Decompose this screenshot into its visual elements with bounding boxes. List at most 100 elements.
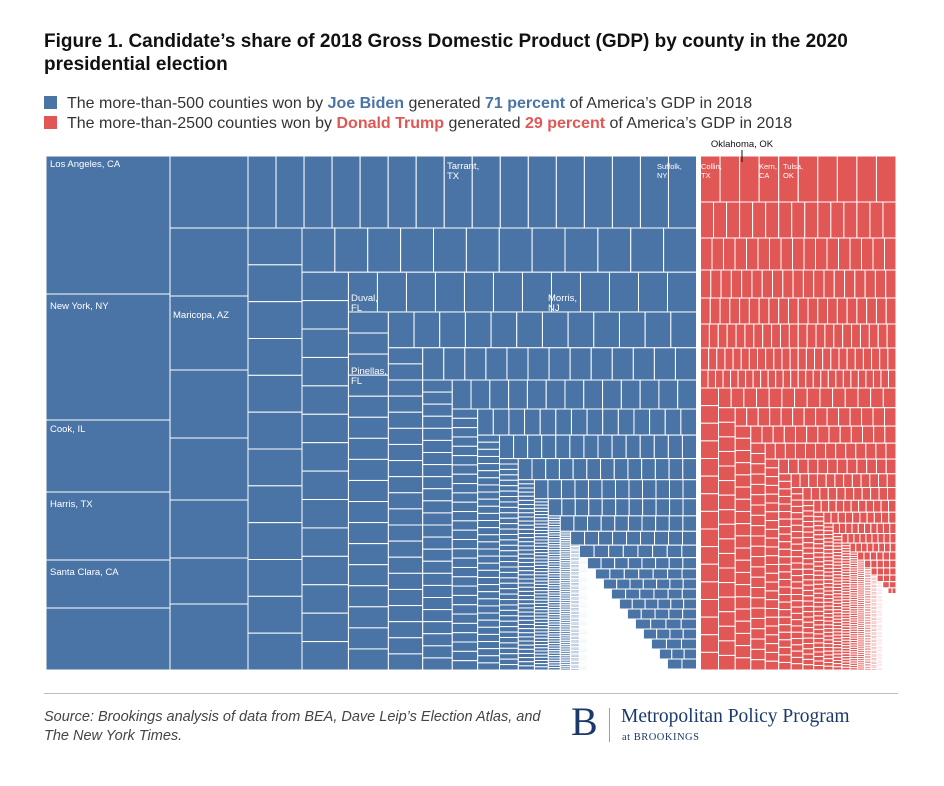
trump-county-cell [863, 551, 871, 561]
trump-county-cell [813, 655, 825, 662]
trump-county-cell [778, 548, 792, 558]
biden-county-cell [387, 363, 424, 381]
biden-county-cell [517, 648, 535, 654]
trump-county-cell [834, 473, 845, 489]
trump-county-cell [757, 347, 767, 371]
biden-county-cell [422, 452, 453, 466]
trump-county-cell [875, 297, 887, 325]
trump-county-cell [790, 512, 804, 520]
trump-county-cell [861, 237, 874, 271]
biden-county-cell [626, 669, 636, 671]
trump-county-cell [764, 442, 776, 460]
biden-county-cell [601, 498, 617, 517]
biden-county-cell [586, 557, 602, 570]
biden-county-cell [477, 655, 501, 664]
trump-county-cell [838, 407, 851, 427]
biden-county-cell [422, 536, 453, 550]
biden-county-cell [517, 491, 535, 497]
biden-county-cell [652, 544, 668, 559]
biden-county-cell [642, 498, 657, 517]
trump-county-cell [813, 579, 825, 585]
trump-county-cell [746, 237, 759, 271]
biden-county-cell [638, 568, 654, 580]
trump-county-cell [823, 526, 834, 532]
trump-county-cell [764, 651, 780, 662]
trump-county-cell [817, 425, 830, 444]
trump-county-cell [778, 594, 792, 603]
biden-county-cell [477, 491, 501, 500]
biden-county-cell [499, 517, 519, 525]
biden-county-cell [682, 608, 697, 620]
trump-county-cell [750, 648, 766, 661]
trump-county-cell [700, 475, 719, 495]
trump-county-cell [887, 347, 897, 371]
biden-county-cell [477, 591, 501, 600]
trump-county-cell [858, 499, 867, 513]
biden-county-cell [422, 439, 453, 454]
trump-county-cell [885, 269, 897, 299]
trump-county-cell [817, 297, 829, 325]
biden-county-cell [422, 609, 453, 623]
trump-county-cell [857, 369, 867, 389]
trump-county-cell [888, 499, 897, 513]
trump-county-cell [780, 407, 794, 427]
trump-county-cell [718, 407, 736, 423]
biden-county-cell [331, 155, 361, 229]
biden-county-cell [499, 544, 519, 552]
trump-county-cell [718, 654, 736, 671]
biden-county-cell [422, 572, 453, 586]
trump-county-cell [810, 487, 821, 501]
biden-county-cell [640, 530, 656, 546]
trump-county-cell [817, 458, 829, 475]
trump-county-cell [700, 458, 719, 477]
biden-county-cell [301, 612, 349, 643]
trump-county-cell [734, 510, 752, 525]
trump-county-cell [764, 493, 780, 504]
biden-county-cell [545, 379, 566, 410]
biden-county-cell [247, 227, 303, 266]
biden-county-cell [422, 464, 453, 478]
biden-county-cell [586, 668, 596, 671]
trump-county-cell [764, 581, 780, 592]
biden-county-cell [387, 411, 424, 429]
biden-county-cell [628, 479, 643, 500]
trump-county-cell [750, 556, 766, 568]
trump-county-cell [718, 523, 736, 540]
biden-county-cell [517, 632, 535, 638]
biden-county-cell [560, 479, 576, 500]
trump-county-cell [782, 369, 792, 389]
biden-county-cell [499, 539, 519, 546]
trump-county-cell [739, 201, 754, 239]
trump-county-cell [778, 201, 793, 239]
biden-county-cell [531, 227, 566, 273]
trump-county-cell [730, 387, 745, 409]
trump-county-cell [719, 297, 731, 325]
biden-county-cell [499, 593, 519, 601]
trump-county-cell [817, 155, 838, 203]
trump-county-cell [823, 646, 834, 652]
biden-county-cell [667, 434, 683, 460]
biden-county-cell [451, 557, 479, 568]
trump-county-cell [802, 579, 815, 586]
trump-county-cell [820, 369, 829, 389]
biden-county-cell [517, 524, 535, 530]
trump-county-cell [778, 297, 789, 325]
trump-county-cell [700, 634, 719, 653]
biden-county-cell [517, 549, 535, 555]
trump-county-cell [823, 586, 834, 592]
trump-county-cell [790, 543, 804, 551]
biden-county-cell [669, 578, 684, 590]
biden-county-cell [376, 271, 407, 313]
trump-county-cell [823, 594, 834, 600]
biden-county-cell [499, 555, 519, 563]
trump-county-cell [813, 633, 825, 639]
trump-county-cell [790, 631, 804, 640]
trump-county-cell [700, 405, 719, 424]
trump-county-cell [710, 269, 722, 299]
trump-county-cell [750, 452, 766, 465]
trump-county-cell [790, 606, 804, 614]
trump-county-cell [823, 545, 834, 551]
biden-county-cell [387, 605, 424, 623]
biden-county-cell [275, 155, 305, 229]
trump-county-cell [718, 436, 736, 452]
